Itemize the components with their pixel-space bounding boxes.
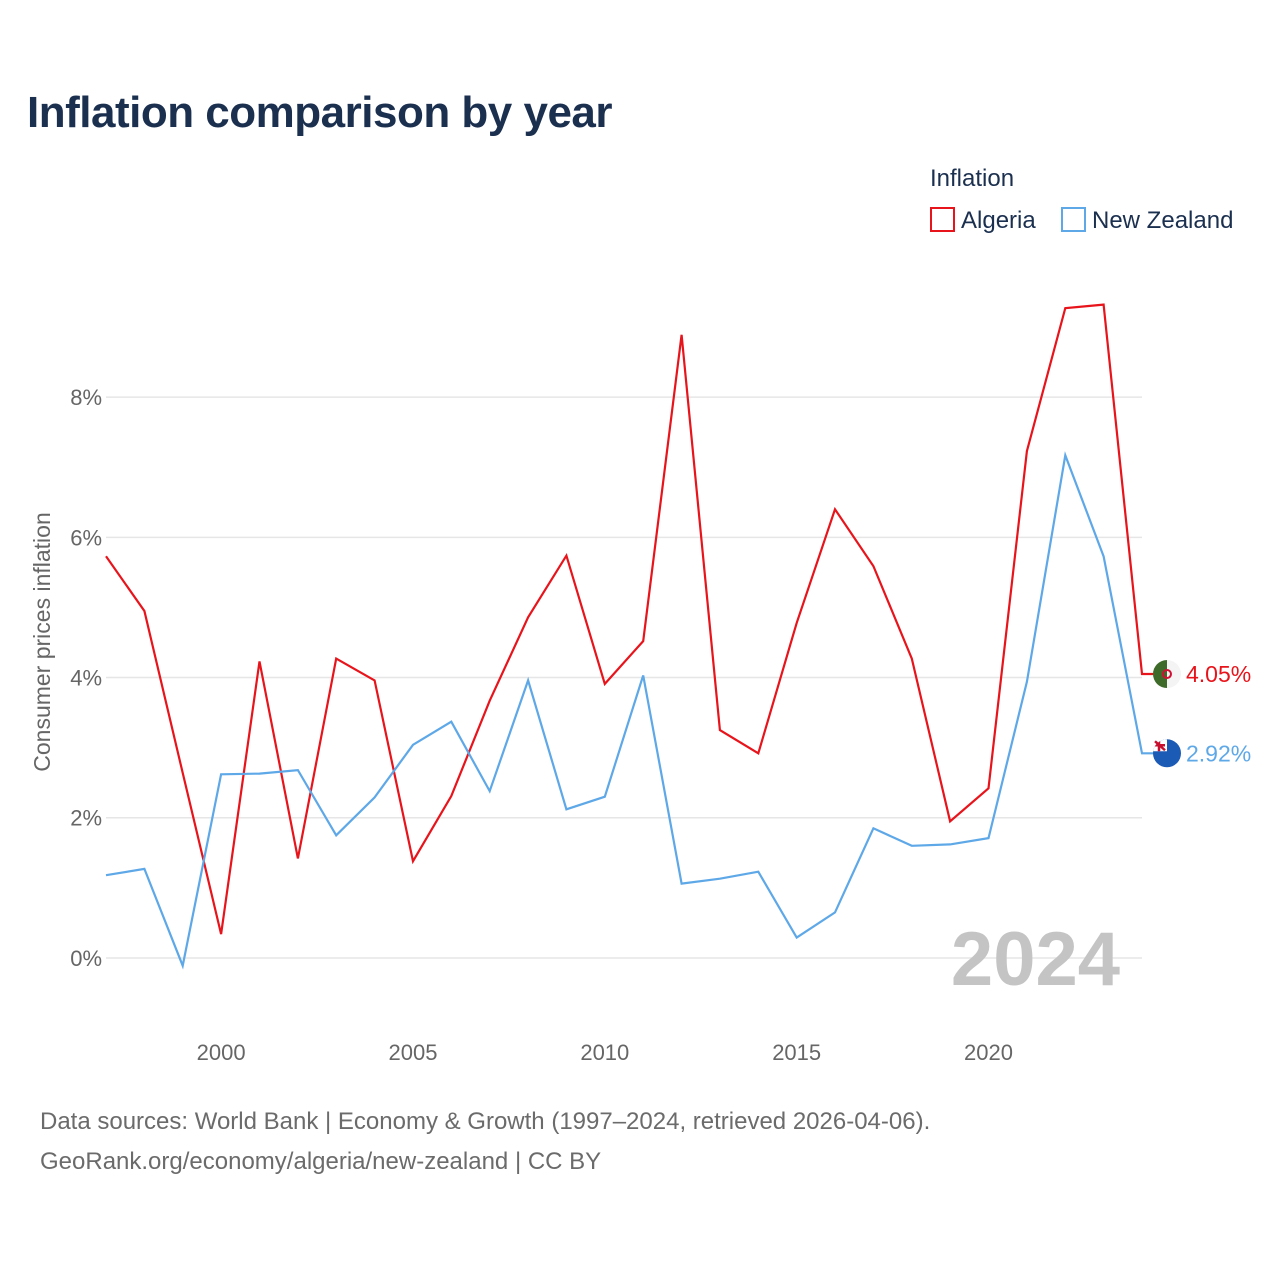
y-axis-ticks: 0% 2% 4% 6% 8% xyxy=(70,385,102,971)
source-text: Data sources: World Bank | Economy & Gro… xyxy=(40,1108,931,1135)
legend-label-new-zealand[interactable]: New Zealand xyxy=(1092,207,1233,234)
x-tick-label: 2000 xyxy=(197,1040,246,1065)
legend-swatch-algeria[interactable] xyxy=(930,207,955,232)
chart-title: Inflation comparison by year xyxy=(27,88,613,137)
x-axis-ticks: 2000 2005 2010 2015 2020 xyxy=(197,1040,1013,1065)
series-lines xyxy=(105,303,1154,970)
line-chart: 0% 2% 4% 6% 8% 2000 2005 2010 2015 2020 Consumer… xyxy=(29,165,1251,1065)
x-tick-label: 2010 xyxy=(580,1040,629,1065)
y-tick-label: 8% xyxy=(70,385,102,410)
x-tick-label: 2020 xyxy=(964,1040,1013,1065)
y-axis-label: Consumer prices inflation xyxy=(29,512,55,772)
grid-lines xyxy=(106,396,1142,959)
legend-title: Inflation xyxy=(930,165,1014,192)
x-tick-label: 2015 xyxy=(772,1040,821,1065)
y-tick-label: 6% xyxy=(70,525,102,550)
legend: Inflation Algeria New Zealand xyxy=(930,165,1233,234)
new-zealand-flag-icon xyxy=(1153,739,1181,768)
legend-swatch-new-zealand[interactable] xyxy=(1061,207,1086,232)
end-markers: 4.05% 2.92% xyxy=(1153,660,1251,768)
y-tick-label: 4% xyxy=(70,666,102,691)
end-value-label-new-zealand: 2.92% xyxy=(1186,740,1251,766)
legend-label-algeria[interactable]: Algeria xyxy=(961,207,1036,234)
source-url[interactable]: GeoRank.org/economy/algeria/new-zealand … xyxy=(40,1148,602,1175)
y-tick-label: 0% xyxy=(70,946,102,971)
x-tick-label: 2005 xyxy=(388,1040,437,1065)
y-tick-label: 2% xyxy=(70,806,102,831)
series-line-new-zealand[interactable] xyxy=(105,451,1154,970)
algeria-flag-icon xyxy=(1153,660,1181,689)
series-line-algeria[interactable] xyxy=(105,303,1154,935)
year-watermark: 2024 xyxy=(951,917,1120,1002)
end-value-label-algeria: 4.05% xyxy=(1186,661,1251,687)
